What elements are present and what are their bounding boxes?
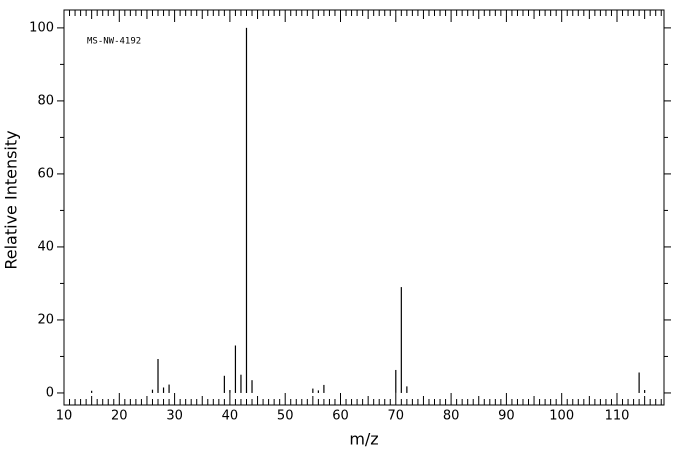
x-tick-label: 40 (222, 409, 239, 424)
x-tick-label: 10 (56, 409, 73, 424)
x-tick-label: 90 (498, 409, 515, 424)
annotation: MS-NW-4192 (87, 37, 141, 47)
y-tick-label: 80 (37, 93, 54, 108)
x-tick-label: 80 (443, 409, 460, 424)
y-tick-label: 40 (37, 239, 54, 254)
x-tick-label: 110 (605, 409, 630, 424)
x-tick-label: 20 (111, 409, 128, 424)
x-tick-label: 70 (388, 409, 405, 424)
x-tick-label: 60 (332, 409, 349, 424)
y-tick-label: 0 (46, 385, 54, 400)
y-tick-label: 20 (37, 312, 54, 327)
y-axis-label: Relative Intensity (2, 130, 21, 269)
plot-frame (63, 9, 665, 406)
x-tick-label: 50 (277, 409, 294, 424)
x-axis-label: m/z (349, 430, 378, 449)
y-tick-label: 100 (29, 20, 54, 35)
x-tick-label: 100 (549, 409, 574, 424)
y-tick-label: 60 (37, 166, 54, 181)
x-tick-label: 30 (166, 409, 183, 424)
